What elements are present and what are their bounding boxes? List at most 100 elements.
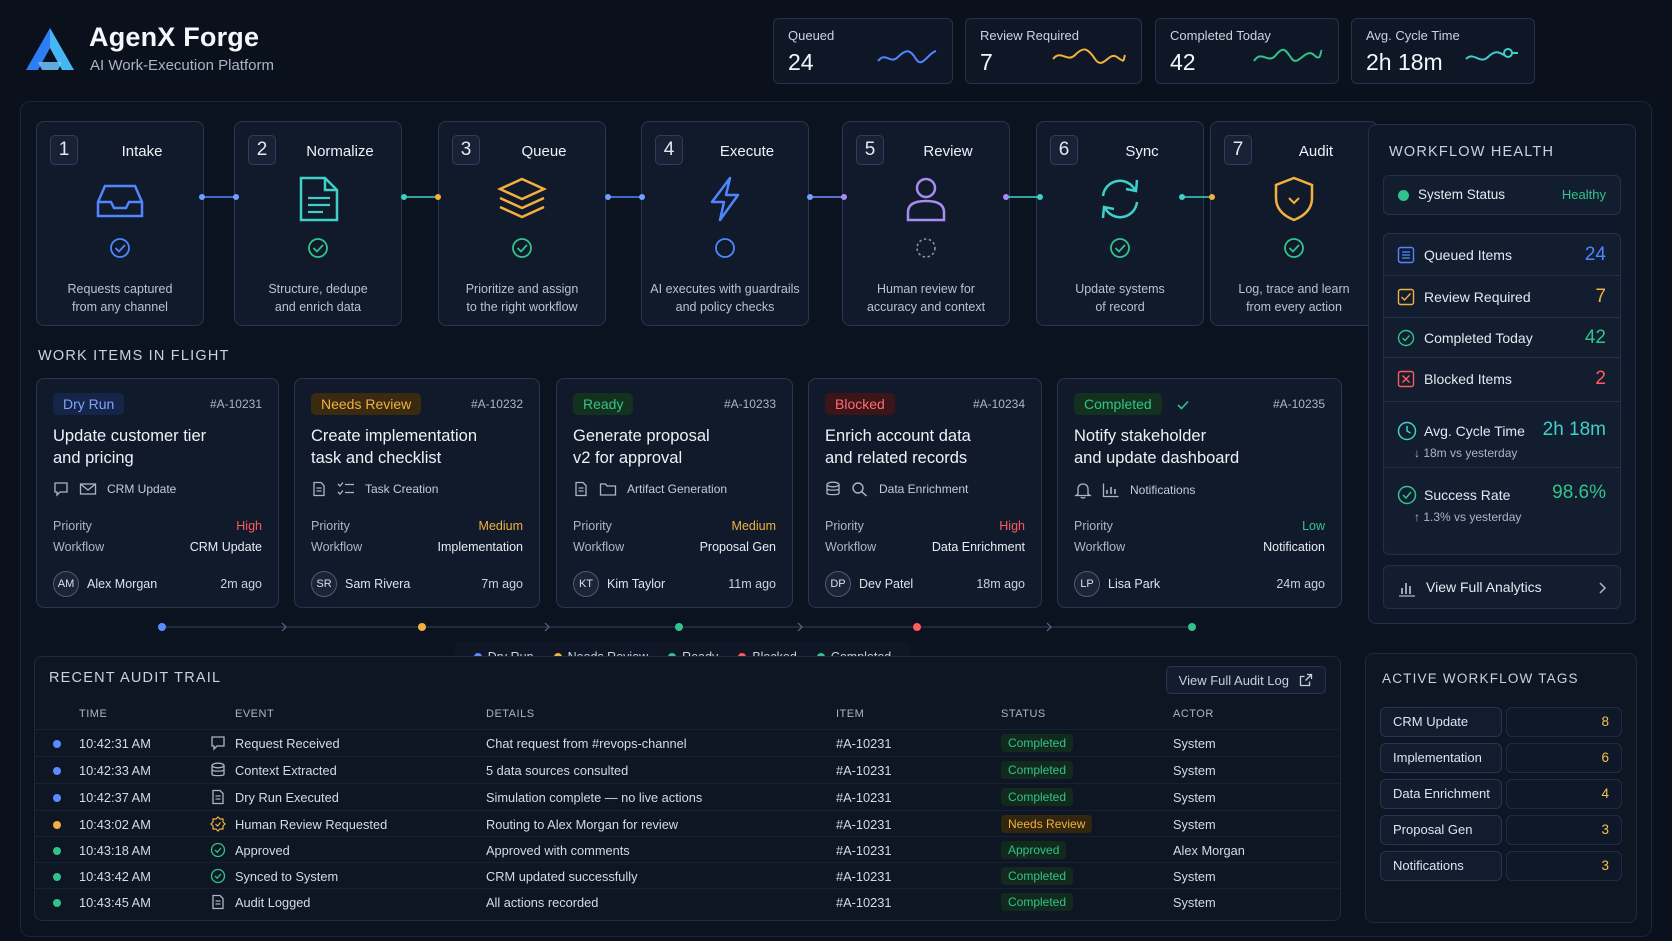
- work-card[interactable]: Blocked #A-10234 Enrich account data and …: [808, 378, 1042, 608]
- table-row[interactable]: 10:43:02 AM Human Review Requested Routi…: [35, 810, 1340, 836]
- work-card[interactable]: Dry Run #A-10231 Update customer tier and…: [36, 378, 279, 608]
- row-dot: [53, 740, 61, 748]
- owner-name: Alex Morgan: [87, 577, 158, 591]
- column-header: EVENT: [235, 708, 275, 720]
- workflow-health-panel: WORKFLOW HEALTH System Status Healthy Qu…: [1368, 124, 1636, 624]
- chevron-right-icon: [1599, 582, 1607, 594]
- row-dot: [53, 794, 61, 802]
- bar-chart-icon: [1399, 583, 1415, 597]
- workflow-label: Workflow: [1074, 540, 1126, 554]
- stage-normalize[interactable]: 2 Normalize Structure, dedupe and enrich …: [234, 121, 402, 326]
- chat-icon: [211, 736, 225, 751]
- cell-item: #A-10231: [836, 895, 892, 910]
- document-icon: [212, 894, 224, 910]
- view-audit-log-button[interactable]: View Full Audit Log: [1165, 666, 1326, 694]
- stage-audit[interactable]: 7 Audit Log, trace and learn from every a…: [1210, 121, 1378, 326]
- metric-row[interactable]: Review Required 7: [1384, 276, 1620, 318]
- item-meta: CRM Update: [53, 481, 176, 497]
- folder-icon: [599, 483, 617, 496]
- cell-event: Dry Run Executed: [235, 790, 339, 805]
- workflow-label: Workflow: [311, 540, 363, 554]
- stage-execute[interactable]: 4 Execute AI executes with guardrails and…: [641, 121, 809, 326]
- metric-row[interactable]: Completed Today 42: [1384, 318, 1620, 358]
- meta-label: Task Creation: [365, 482, 439, 496]
- app-subtitle: AI Work-Execution Platform: [90, 57, 274, 74]
- tag-implementation[interactable]: Implementation: [1380, 743, 1502, 773]
- kpi-completed[interactable]: Completed Today 42: [1155, 18, 1339, 84]
- stage-desc: of record: [1095, 300, 1145, 314]
- table-row[interactable]: 10:42:31 AM Request Received Chat reques…: [35, 729, 1340, 755]
- checklist-icon: [337, 482, 354, 495]
- table-row[interactable]: 10:42:37 AM Dry Run Executed Simulation …: [35, 783, 1340, 809]
- kpi-cycle-time[interactable]: Avg. Cycle Time 2h 18m: [1351, 18, 1535, 84]
- table-row[interactable]: 10:43:42 AM Synced to System CRM updated…: [35, 862, 1340, 888]
- tag-data-enrichment[interactable]: Data Enrichment: [1380, 779, 1502, 809]
- cell-event: Context Extracted: [235, 763, 337, 778]
- table-row[interactable]: 10:43:18 AM Approved Approved with comme…: [35, 836, 1340, 862]
- metric-row[interactable]: Blocked Items 2: [1384, 358, 1620, 402]
- workflow-value: Notification: [1263, 540, 1325, 554]
- tag-proposal-gen[interactable]: Proposal Gen: [1380, 815, 1502, 845]
- cycle-time-metric[interactable]: Avg. Cycle Time 2h 18m ↓ 18m vs yesterda…: [1384, 402, 1620, 468]
- item-title: Create implementation task and checklist: [311, 427, 477, 467]
- work-card[interactable]: Completed #A-10235 Notify stakeholder and…: [1057, 378, 1342, 608]
- view-analytics-button[interactable]: View Full Analytics: [1383, 565, 1621, 609]
- app-title: AgenX Forge: [89, 22, 260, 52]
- lightning-icon: [710, 176, 740, 222]
- cell-event: Synced to System: [235, 869, 339, 884]
- cell-time: 10:43:02 AM: [79, 817, 151, 832]
- workflow-tags-panel: ACTIVE WORKFLOW TAGS CRM Update 8 Implem…: [1365, 653, 1637, 923]
- work-card[interactable]: Ready #A-10233 Generate proposal v2 for a…: [556, 378, 793, 608]
- status-badge: Dry Run: [53, 393, 125, 415]
- tag-crm-update[interactable]: CRM Update: [1380, 707, 1502, 737]
- kpi-queued[interactable]: Queued 24: [773, 18, 953, 84]
- metric-row[interactable]: Queued Items 24: [1384, 234, 1620, 276]
- stage-queue[interactable]: 3 Queue Prioritize and assign to the righ…: [438, 121, 606, 326]
- priority-label: Priority: [573, 519, 612, 533]
- status-pill: Completed: [1001, 893, 1074, 911]
- check-circle-icon: [110, 238, 130, 258]
- pending-circle-icon: [916, 238, 936, 258]
- kpi-review[interactable]: Review Required 7: [965, 18, 1142, 84]
- workflow-label: Workflow: [825, 540, 877, 554]
- stage-sync[interactable]: 6 Sync Update systems of record: [1036, 121, 1204, 326]
- status-pill: Completed: [1001, 867, 1074, 885]
- item-title: Update customer tier and pricing: [53, 427, 207, 467]
- success-rate-metric[interactable]: Success Rate 98.6% ↑ 1.3% vs yesterday: [1384, 468, 1620, 538]
- cell-time: 10:42:31 AM: [79, 736, 151, 751]
- status-badge: Needs Review: [311, 393, 422, 415]
- stage-number: 7: [1224, 135, 1252, 165]
- priority-label: Priority: [311, 519, 350, 533]
- cell-item: #A-10231: [836, 763, 892, 778]
- stage-name: Queue: [521, 143, 567, 160]
- item-id: #A-10233: [723, 397, 776, 411]
- avatar: DP: [825, 571, 851, 597]
- priority-value: Low: [1302, 519, 1325, 533]
- time-ago: 11m ago: [728, 577, 776, 591]
- stage-connector: [1003, 194, 1043, 200]
- work-items-title: WORK ITEMS IN FLIGHT: [38, 348, 230, 364]
- table-row[interactable]: 10:43:45 AM Audit Logged All actions rec…: [35, 888, 1340, 914]
- cell-event: Request Received: [235, 736, 340, 751]
- priority-label: Priority: [825, 519, 864, 533]
- status-badge: Blocked: [825, 393, 895, 415]
- stage-review[interactable]: 5 Review Human review for accuracy and co…: [842, 121, 1010, 326]
- document-icon: [299, 176, 339, 222]
- tags-title: ACTIVE WORKFLOW TAGS: [1382, 671, 1579, 686]
- kpi-label: Completed Today: [1170, 28, 1271, 43]
- row-dot: [53, 873, 61, 881]
- tag-count: 6: [1506, 743, 1622, 773]
- stage-connector: [1179, 194, 1215, 200]
- health-metrics: Queued Items 24 Review Required 7 Comple…: [1383, 233, 1621, 555]
- priority-value: Medium: [731, 519, 776, 533]
- kpi-label: Review Required: [980, 28, 1079, 43]
- item-title: Generate proposal v2 for approval: [573, 427, 710, 467]
- kpi-label: Avg. Cycle Time: [1366, 28, 1460, 43]
- mail-icon: [79, 483, 97, 495]
- cell-details: All actions recorded: [486, 895, 599, 910]
- layers-icon: [497, 177, 547, 219]
- table-row[interactable]: 10:42:33 AM Context Extracted 5 data sou…: [35, 756, 1340, 782]
- tag-notifications[interactable]: Notifications: [1380, 851, 1502, 881]
- work-card[interactable]: Needs Review #A-10232 Create implementat…: [294, 378, 540, 608]
- stage-intake[interactable]: 1 Intake Requests captured from any chann…: [36, 121, 204, 326]
